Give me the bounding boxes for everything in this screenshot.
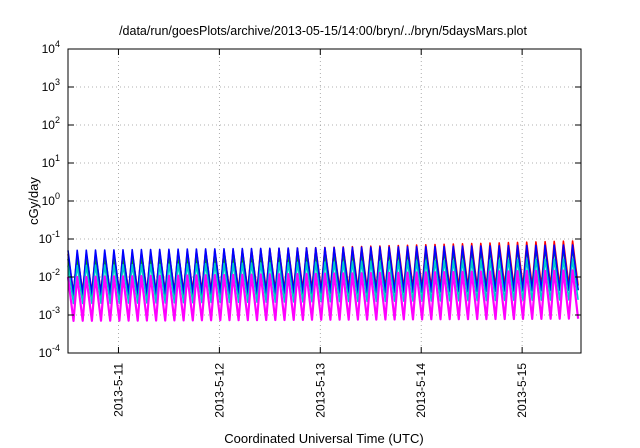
series-line-3 <box>67 244 579 296</box>
series-line-5 <box>66 269 580 322</box>
chart-title: /data/run/goesPlots/archive/2013-05-15/1… <box>119 24 527 38</box>
x-tick-label: 2013-5-14 <box>414 363 428 418</box>
tick-layer: 10-4 10-3 10-2 10-1 100 101 102 103 104 2013-5-11… <box>39 39 581 418</box>
y-tick-label: 10-2 <box>39 267 60 284</box>
y-tick-label: 10-3 <box>39 305 60 322</box>
x-axis-label: Coordinated Universal Time (UTC) <box>224 431 423 446</box>
y-axis-label: cGy/day <box>26 177 41 225</box>
series-line-4 <box>67 258 579 305</box>
x-tick-label: 2013-5-12 <box>212 363 226 418</box>
x-tick-label: 2013-5-11 <box>111 363 125 417</box>
x-tick-label: 2013-5-13 <box>313 363 327 418</box>
y-tick-label: 102 <box>42 115 60 132</box>
y-tick-label: 101 <box>42 153 60 170</box>
x-tick-label: 2013-5-15 <box>515 363 529 418</box>
series-layer <box>66 240 580 322</box>
y-tick-label: 104 <box>42 39 60 56</box>
y-tick-label: 103 <box>42 77 60 94</box>
y-tick-label: 10-1 <box>39 229 60 246</box>
y-tick-label: 10-4 <box>39 343 60 360</box>
y-tick-label: 100 <box>42 191 60 208</box>
